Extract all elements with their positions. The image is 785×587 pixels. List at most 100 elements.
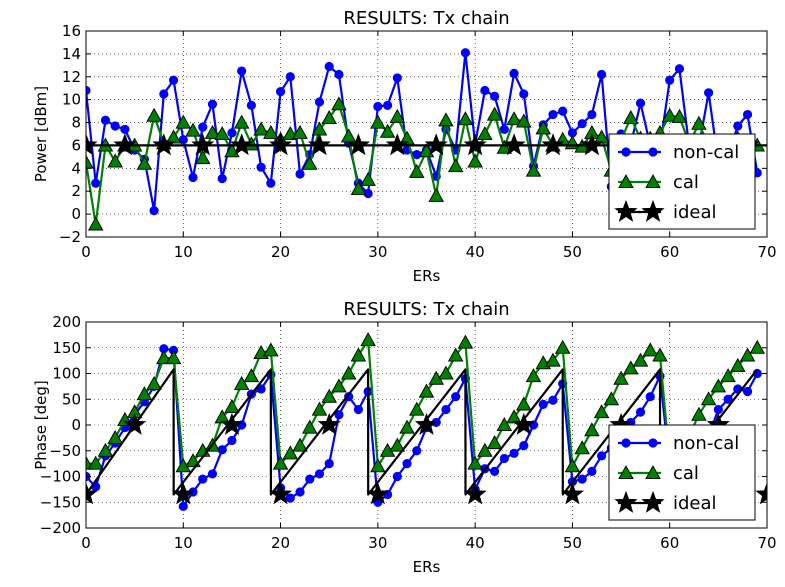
phase-x-tick-label: 0 [81, 534, 91, 552]
phase-series-cal-point [360, 332, 376, 347]
phase-series-cal-point [224, 399, 240, 414]
power-series-non-cal-point [587, 109, 597, 120]
power-series-non-cal-point [285, 72, 295, 82]
power-series-non-cal-point [159, 89, 169, 99]
power-series-cal-point [438, 112, 454, 127]
power-series-cal-point [331, 96, 347, 111]
power-series-cal-point [263, 124, 279, 139]
power-series-non-cal-point [110, 121, 120, 131]
phase-series-ideal-point [512, 412, 536, 435]
phase-x-axis-label: ERs [413, 558, 441, 576]
power-series-cal-point [409, 163, 425, 178]
power-x-tick-label: 50 [563, 243, 582, 261]
phase-legend-entry-non-cal-marker [648, 438, 658, 448]
phase-y-tick-label: −150 [40, 493, 81, 511]
power-series-non-cal-point [91, 178, 101, 188]
phase-series-cal-point [243, 368, 260, 383]
phase-series-cal-point [447, 347, 464, 362]
power-legend-entry-non-cal-label: non-cal [673, 142, 739, 163]
phase-series-non-cal-point [713, 404, 723, 415]
phase-series-non-cal-point [723, 394, 733, 404]
power-series-cal-point [292, 124, 308, 139]
power-x-axis-label: ERs [413, 267, 441, 285]
phase-series-cal-point [457, 334, 474, 349]
power-series-ideal-point [346, 133, 370, 156]
power-series-non-cal-point [489, 91, 500, 101]
phase-series-cal-point [574, 440, 590, 455]
phase-series-cal-point [311, 401, 328, 416]
power-series-ideal-point [385, 133, 409, 156]
phase-series-cal-point [691, 406, 707, 421]
power-legend: non-cal cal ideal [608, 133, 756, 230]
phase-series-cal-point [292, 437, 308, 452]
phase-y-tick-label: 0 [71, 416, 81, 434]
phase-series-cal-point [399, 419, 415, 434]
power-x-tick-label: 70 [757, 243, 776, 261]
power-y-tick-label: 16 [62, 22, 81, 40]
phase-y-tick-label: −200 [40, 519, 81, 537]
phase-series-cal-point [730, 357, 746, 372]
power-series-cal-point [389, 108, 406, 123]
phase-legend-entry-cal: cal [618, 463, 699, 484]
phase-series-cal-point [214, 409, 230, 424]
phase-series-non-cal-point [538, 399, 548, 409]
phase-series-non-cal-point [285, 493, 295, 503]
power-series-ideal-point [541, 133, 565, 156]
power-x-tick-label: 30 [368, 243, 387, 261]
phase-y-axis-label: Phase [deg] [32, 380, 50, 470]
phase-legend-entry-ideal-marker [614, 490, 638, 513]
power-series-cal-point [691, 115, 707, 130]
phase-series-cal-point [720, 368, 736, 383]
phase-series-ideal-point [560, 482, 585, 505]
power-series-non-cal-point [558, 106, 568, 116]
power-legend-entry-cal-marker [645, 174, 661, 189]
power-series-cal-point [661, 107, 678, 122]
power-series-cal-point [350, 181, 367, 195]
phase-series-non-cal-point [305, 474, 315, 484]
power-series-non-cal-point [295, 169, 305, 179]
phase-chart-title: RESULTS: Tx chain [343, 299, 509, 320]
phase-series-non-cal-point [489, 466, 500, 476]
phase-x-tick-label: 10 [174, 534, 193, 552]
phase-series-cal-point [156, 350, 172, 365]
power-plot-frame [85, 30, 768, 238]
power-series-non-cal-point [373, 101, 383, 112]
phase-series-non-cal-point [198, 474, 208, 484]
power-series-non-cal-point [246, 100, 256, 110]
phase-series-non-cal-point [295, 487, 305, 497]
phase-series-cal-point [282, 445, 299, 460]
phase-series-non-cal-point [645, 392, 655, 402]
power-series-cal-point [107, 153, 123, 168]
phase-series-cal-point [321, 388, 337, 403]
phase-series-cal-point [613, 370, 629, 385]
power-series-non-cal-point [499, 124, 509, 135]
power-x-tick-label: 20 [271, 243, 290, 261]
phase-series-cal-point [165, 350, 182, 365]
power-series-non-cal-point [480, 85, 490, 96]
phase-y-tick-label: 100 [52, 365, 81, 383]
power-series-ideal-point [424, 133, 448, 156]
power-legend-entry-ideal-label: ideal [673, 202, 717, 223]
phase-legend-entry-cal-label: cal [673, 463, 699, 484]
power-series-ideal-point [86, 133, 98, 156]
phase-series-non-cal-point [178, 501, 188, 511]
phase-series-non-cal-point [451, 392, 461, 402]
phase-series-ideal-point [414, 412, 439, 435]
power-y-tick-label: 6 [71, 136, 81, 154]
power-series-cal-point [185, 122, 201, 137]
power-series-cal-point [671, 108, 688, 123]
power-x-tick-label: 60 [660, 243, 679, 261]
phase-series-cal-point [593, 404, 610, 419]
phase-series-non-cal-point [314, 469, 325, 479]
power-series-non-cal-point [168, 75, 179, 85]
phase-series-non-cal-point [441, 404, 451, 415]
power-series-cal-point [447, 158, 464, 173]
phase-series-non-cal-point [519, 440, 529, 451]
phase-series-cal-point [389, 437, 406, 452]
phase-series-non-cal-point [412, 446, 422, 456]
power-series-non-cal-point [577, 119, 587, 129]
phase-series-non-cal-point [207, 469, 218, 479]
power-series-cal-point [301, 155, 318, 170]
phase-series-non-cal-point [334, 410, 344, 420]
phase-series-cal-point [477, 442, 493, 457]
